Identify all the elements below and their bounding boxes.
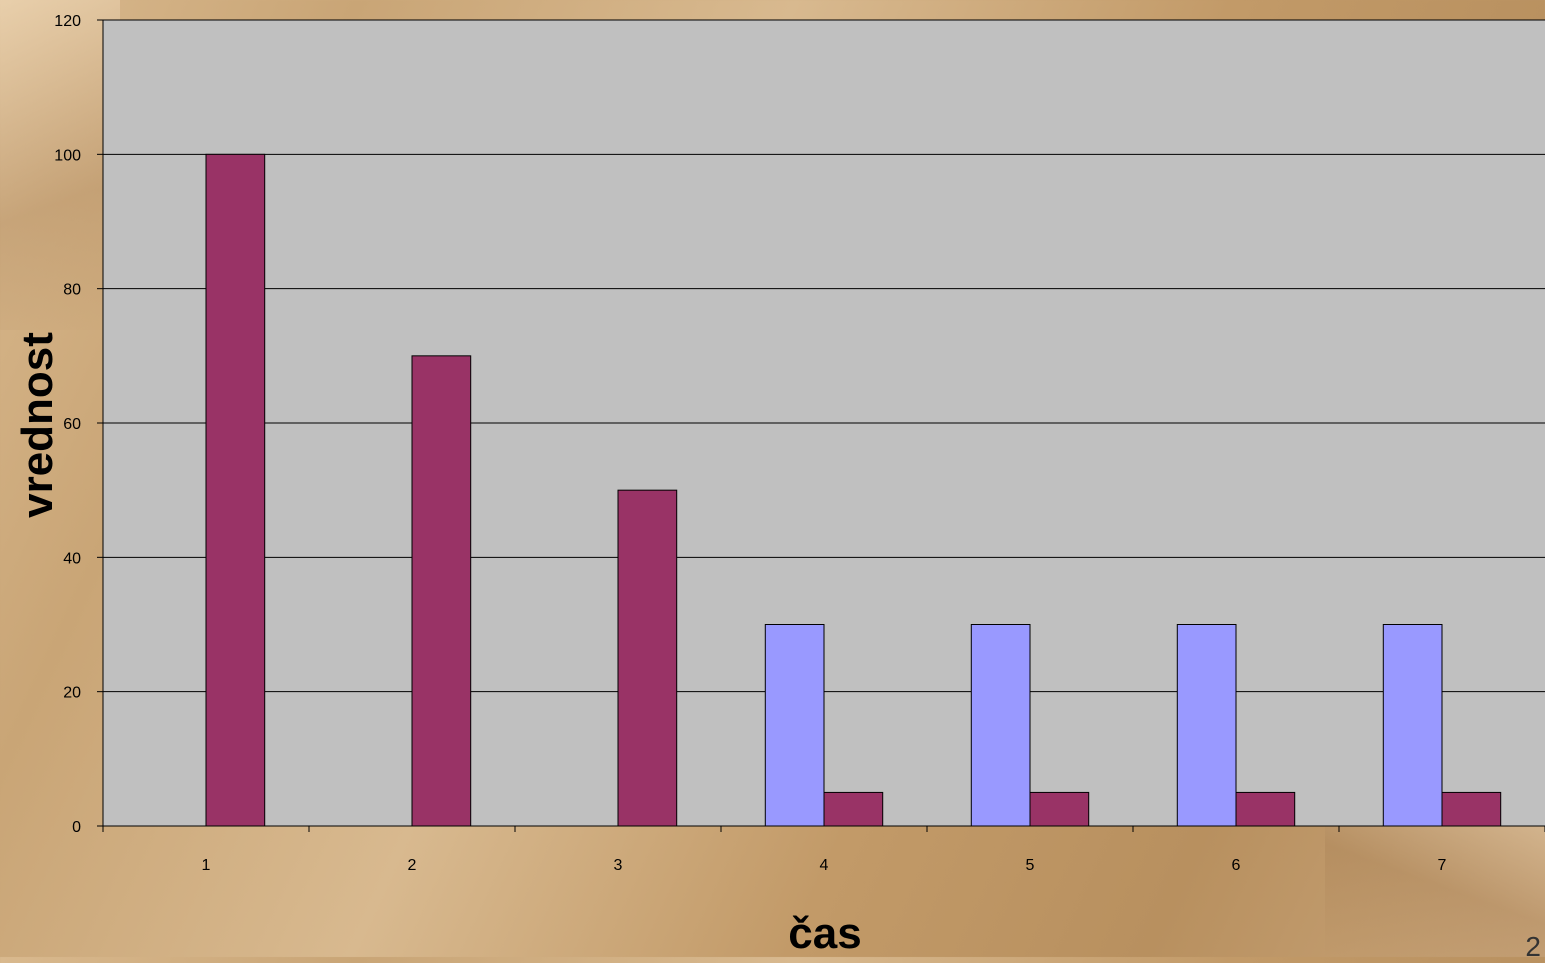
y-tick-labels: 0 20 40 60 80 100 120 [54,13,81,836]
y-tick-label: 100 [54,147,81,164]
y-tick-label: 60 [63,416,81,433]
gridlines [103,19,1545,693]
y-tick-label: 40 [63,550,81,567]
bars [205,153,1502,827]
bar [823,791,884,827]
axes [97,19,1545,832]
y-tick-label: 20 [63,685,81,702]
x-tick-label: 6 [1232,857,1241,874]
bar [1176,624,1237,827]
x-tick-label: 1 [202,857,211,874]
x-tick-label: 7 [1438,857,1447,874]
bar [764,624,825,827]
x-tick-labels: 1 2 3 4 5 6 7 [202,857,1447,874]
y-tick-label: 0 [72,819,81,836]
bar [1382,624,1443,827]
x-tick-label: 4 [820,857,829,874]
y-tick-label: 120 [54,13,81,30]
bar [411,355,472,827]
x-tick-label: 2 [408,857,417,874]
bar [617,489,678,827]
x-tick-label: 3 [614,857,623,874]
x-axis-title: čas [788,909,861,957]
slide-number: 2 [1525,931,1541,962]
y-axis-title: vrednost [13,332,62,518]
y-tick-label: 80 [63,282,81,299]
bar [1235,791,1296,827]
bar [1441,791,1502,827]
bar [205,153,266,827]
bar [970,624,1031,827]
bar [1029,791,1090,827]
x-tick-label: 5 [1026,857,1035,874]
